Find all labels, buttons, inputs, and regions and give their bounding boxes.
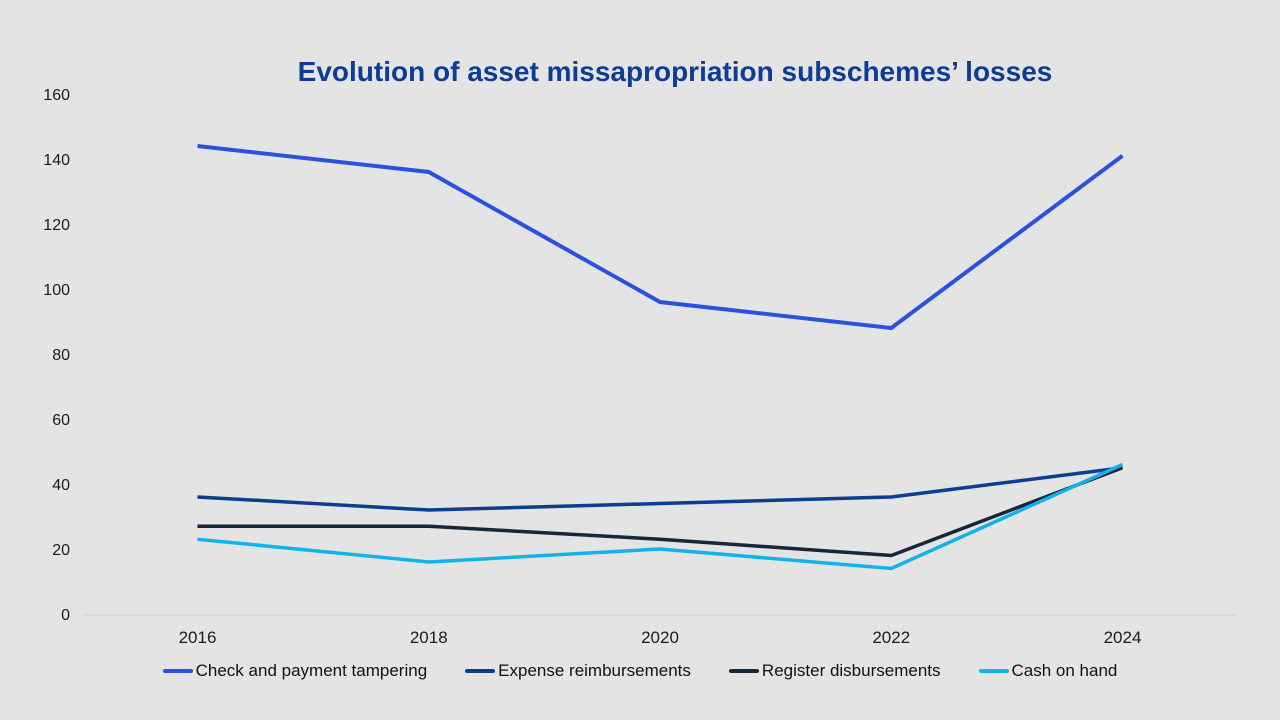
chart-title: Evolution of asset missapropriation subs… xyxy=(297,56,1053,87)
chart-legend: Check and payment tampering Expense reimb… xyxy=(0,656,1280,686)
y-axis-tick-label: 100 xyxy=(43,282,70,299)
legend-line-swatch xyxy=(465,669,496,673)
legend-label: Cash on hand xyxy=(1011,661,1118,680)
y-axis-tick-label: 140 xyxy=(43,152,70,169)
legend-line-swatch xyxy=(162,669,193,673)
y-axis-tick-label: 80 xyxy=(52,347,70,364)
y-axis-tick-label: 160 xyxy=(43,87,70,104)
legend-line-swatch xyxy=(978,669,1009,673)
legend-label: Check and payment tampering xyxy=(195,661,428,680)
y-axis-tick-label: 0 xyxy=(61,607,70,624)
x-axis-tick-label: 2018 xyxy=(410,628,448,647)
legend-item-cash-on-hand: Cash on hand xyxy=(978,661,1118,681)
y-axis-tick-label: 60 xyxy=(52,412,70,429)
y-axis-tick-label: 40 xyxy=(52,477,70,494)
series-line-cash-on-hand xyxy=(197,462,1124,571)
y-axis-tick-label: 20 xyxy=(52,542,70,559)
x-axis-tick-label: 2020 xyxy=(641,628,679,647)
x-axis-tick-label: 2016 xyxy=(179,628,217,647)
legend-item-expense-reimbursements: Expense reimbursements xyxy=(465,661,691,681)
x-axis-tick-label: 2024 xyxy=(1104,628,1142,647)
series-line-expense-reimbursements xyxy=(197,466,1123,512)
legend-item-register-disbursements: Register disbursements xyxy=(728,661,941,681)
series-line-register-disbursements xyxy=(197,466,1124,558)
legend-line-swatch xyxy=(728,669,759,673)
legend-label: Expense reimbursements xyxy=(498,661,691,680)
series-line-check-and-payment-tampering xyxy=(197,144,1124,331)
legend-label: Register disbursements xyxy=(761,661,941,680)
x-axis-tick-label: 2022 xyxy=(872,628,910,647)
y-axis-tick-label: 120 xyxy=(43,217,70,234)
legend-item-check-and-payment-tampering: Check and payment tampering xyxy=(162,661,428,681)
